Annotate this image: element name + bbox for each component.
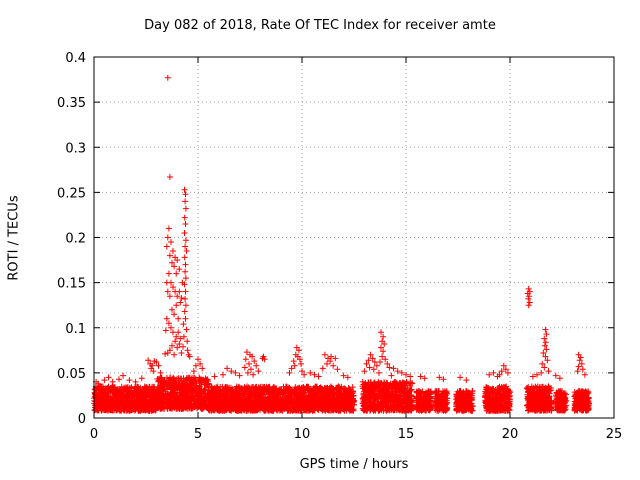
data-point — [194, 398, 201, 405]
data-point — [183, 394, 190, 401]
grid-lines — [94, 57, 614, 418]
data-point — [166, 405, 173, 412]
data-point — [179, 402, 186, 408]
x-axis-label: GPS time / hours — [299, 457, 409, 472]
data-point — [91, 389, 98, 396]
data-point — [126, 406, 133, 413]
data-point — [105, 383, 112, 390]
data-point — [139, 404, 146, 411]
data-point — [188, 405, 195, 411]
data-point — [198, 405, 205, 412]
data-point — [198, 393, 205, 400]
data-point — [154, 376, 161, 382]
data-point — [178, 375, 185, 382]
data-point — [146, 383, 153, 390]
data-points — [91, 74, 592, 414]
data-point — [171, 375, 178, 382]
data-point — [134, 400, 141, 407]
data-point — [198, 376, 205, 383]
data-point — [137, 388, 144, 395]
data-point — [142, 385, 149, 392]
data-point — [191, 404, 198, 411]
data-point — [149, 406, 156, 413]
data-point — [158, 375, 165, 381]
data-point — [172, 380, 179, 386]
data-point — [167, 390, 174, 397]
data-point — [138, 399, 145, 406]
data-point — [109, 401, 116, 408]
data-point — [106, 387, 113, 394]
data-point — [194, 391, 201, 398]
data-point — [185, 383, 192, 389]
data-point — [116, 397, 123, 404]
data-point — [163, 401, 170, 408]
data-point — [201, 386, 208, 393]
data-point — [158, 403, 165, 410]
data-point — [98, 388, 105, 395]
data-point — [146, 407, 153, 414]
data-point — [160, 393, 166, 400]
data-point — [104, 400, 111, 406]
data-point — [188, 393, 195, 400]
data-point — [189, 381, 196, 388]
data-point — [174, 402, 181, 409]
data-point — [188, 375, 195, 382]
data-point — [173, 381, 180, 388]
data-point — [134, 389, 141, 396]
data-point — [101, 397, 108, 404]
data-point — [146, 399, 153, 406]
data-point — [95, 393, 102, 400]
data-point — [181, 381, 188, 388]
data-point — [142, 390, 149, 397]
data-point — [116, 402, 123, 409]
data-point — [195, 391, 202, 397]
data-point — [165, 384, 172, 391]
data-point — [101, 405, 108, 412]
data-point — [178, 392, 185, 399]
data-point — [153, 390, 160, 396]
data-point — [167, 374, 174, 381]
data-point — [136, 406, 143, 413]
data-point — [178, 387, 185, 394]
data-point — [194, 385, 201, 392]
data-point — [142, 400, 149, 407]
data-point — [196, 401, 203, 408]
data-point — [121, 407, 128, 414]
data-point — [159, 386, 166, 393]
data-point — [94, 400, 101, 407]
data-point — [109, 404, 116, 411]
data-point — [195, 377, 202, 384]
data-point — [130, 401, 137, 408]
data-point — [187, 397, 194, 403]
data-point — [194, 403, 201, 410]
data-point — [160, 384, 167, 391]
data-point — [190, 374, 197, 381]
data-point — [132, 390, 139, 397]
data-point — [172, 386, 179, 393]
data-point — [126, 385, 133, 392]
data-point — [125, 390, 132, 396]
data-point — [102, 393, 109, 400]
data-point — [184, 387, 191, 393]
data-point — [175, 395, 182, 402]
data-point — [159, 397, 166, 404]
data-point — [159, 378, 165, 385]
data-point — [111, 384, 118, 391]
data-point — [169, 381, 176, 388]
data-point — [118, 389, 125, 396]
chart-title: Day 082 of 2018, Rate Of TEC Index for r… — [144, 18, 496, 33]
